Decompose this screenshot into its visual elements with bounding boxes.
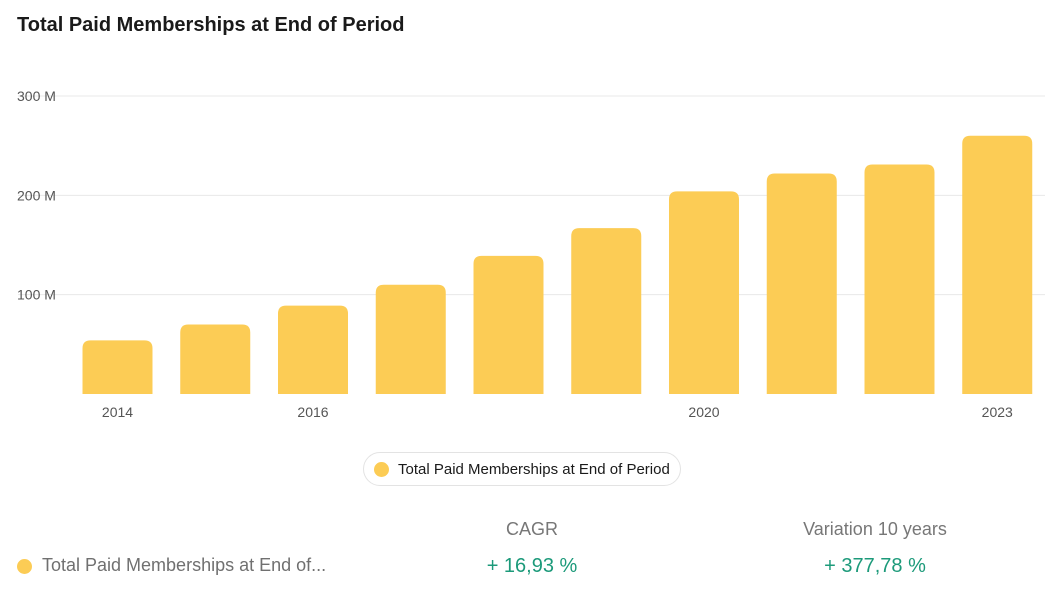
chart-title: Total Paid Memberships at End of Period xyxy=(17,14,405,36)
x-tick-label: 2014 xyxy=(102,404,133,420)
variation-header: Variation 10 years xyxy=(803,519,947,539)
bar-2016 xyxy=(278,305,348,394)
bar-2017 xyxy=(375,284,446,394)
x-tick-label: 2016 xyxy=(297,404,328,420)
bar-2015 xyxy=(180,324,251,394)
legend-item[interactable]: Total Paid Memberships at End of Period xyxy=(363,452,681,486)
bar-2018 xyxy=(473,255,544,394)
bar-2023 xyxy=(962,135,1033,394)
bar-2019 xyxy=(571,228,642,394)
bar-chart: 100 M 200 M 300 M 2014 2016 2020 2023 xyxy=(17,88,1045,420)
cagr-value: + 16,93 % xyxy=(486,555,578,577)
series-dot xyxy=(17,559,32,574)
legend-swatch xyxy=(374,461,389,477)
stats-row-label: Total Paid Memberships at End of... xyxy=(42,555,327,575)
bar-2021 xyxy=(766,173,837,394)
bar-2014 xyxy=(82,340,153,394)
cagr-header: CAGR xyxy=(505,519,558,539)
legend-label: Total Paid Memberships at End of Period xyxy=(398,460,670,478)
y-tick-label: 300 M xyxy=(17,88,56,104)
y-tick-label: 200 M xyxy=(17,187,56,203)
variation-value: + 377,78 % xyxy=(824,555,926,577)
bar-2020 xyxy=(669,191,739,394)
x-tick-label: 2023 xyxy=(982,404,1013,420)
bar-2022 xyxy=(864,164,935,394)
x-tick-label: 2020 xyxy=(688,404,719,420)
y-tick-label: 100 M xyxy=(17,287,56,303)
